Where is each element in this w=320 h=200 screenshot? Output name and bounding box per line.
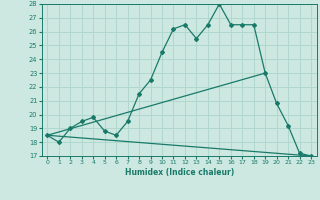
X-axis label: Humidex (Indice chaleur): Humidex (Indice chaleur) <box>124 168 234 177</box>
